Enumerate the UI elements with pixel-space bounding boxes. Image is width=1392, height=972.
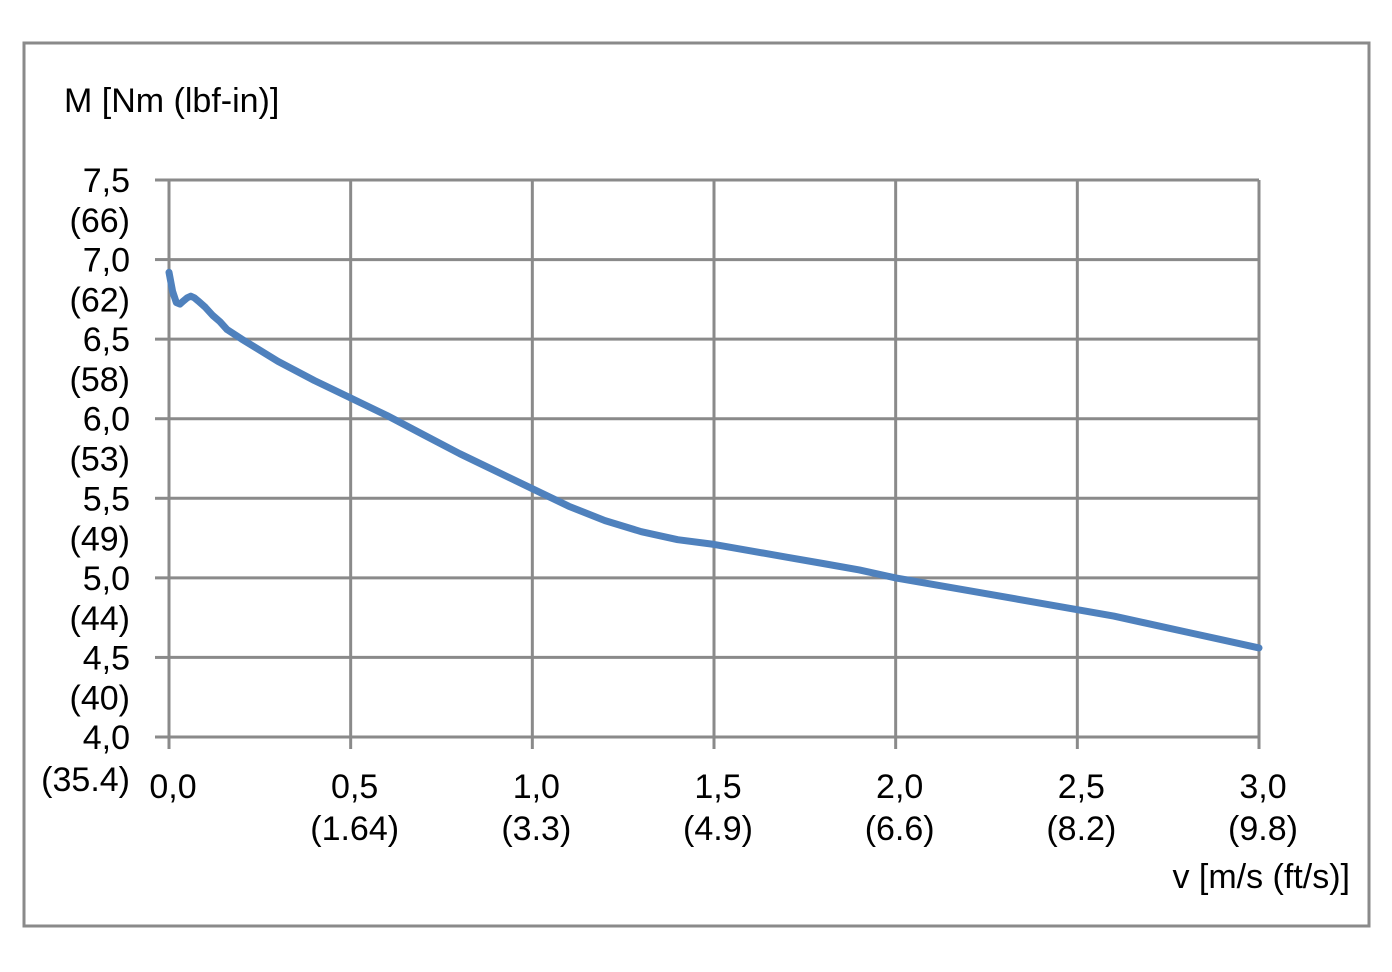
x-axis-title: v [m/s (ft/s)] — [1172, 858, 1350, 896]
y-tick-label: 6,5 — [83, 321, 130, 359]
x-tick-sublabel: (8.2) — [1046, 810, 1116, 848]
x-tick-label: 1,5 — [694, 768, 741, 806]
y-axis-title: M [Nm (lbf-in)] — [64, 82, 279, 120]
y-axis-ticks: 7,5(66)7,0(62)6,5(58)6,0(53)5,5(49)5,0(4… — [41, 162, 130, 799]
y-tick-sublabel: (53) — [70, 441, 130, 479]
y-tick-label: 7,0 — [83, 242, 130, 280]
y-tick-sublabel: (66) — [70, 202, 130, 240]
y-tick-sublabel: (44) — [70, 600, 130, 638]
x-tick-sublabel: (6.6) — [865, 810, 935, 848]
y-tick-sublabel: (58) — [70, 361, 130, 399]
chart-frame — [22, 41, 1371, 928]
x-tick-sublabel: (3.3) — [501, 810, 571, 848]
x-tick-label: 2,0 — [876, 768, 923, 806]
y-tick-sublabel: (49) — [70, 520, 130, 558]
y-tick-sublabel: (35.4) — [41, 761, 130, 799]
series-layer — [165, 268, 1263, 652]
x-tick-sublabel: (1.64) — [310, 810, 399, 848]
y-tick-label: 7,5 — [83, 162, 130, 200]
series-line — [165, 268, 1263, 652]
y-tick-sublabel: (62) — [70, 282, 130, 320]
y-tick-label: 6,0 — [83, 401, 130, 439]
y-tick-label: 4,5 — [83, 639, 130, 677]
y-tick-sublabel: (40) — [70, 679, 130, 717]
y-tick-label: 5,5 — [83, 480, 130, 518]
x-tick-label: 3,0 — [1239, 768, 1286, 806]
x-tick-sublabel: (9.8) — [1228, 810, 1298, 848]
x-tick-label: 2,5 — [1058, 768, 1105, 806]
x-axis-ticks: 0,0 0,5 (1.64) 1,0 (3.3) 1,5 (4.9) 2,0 (6.6) 2,5 (… — [149, 768, 1298, 848]
x-tick-label: 1,0 — [513, 768, 560, 806]
grid — [155, 178, 1261, 749]
y-tick-label: 5,0 — [83, 560, 130, 598]
x-tick-label: 0,5 — [331, 768, 378, 806]
y-tick-label: 4,0 — [83, 719, 130, 757]
x-tick-sublabel: (4.9) — [683, 810, 753, 848]
x-tick-label: 0,0 — [149, 768, 196, 806]
